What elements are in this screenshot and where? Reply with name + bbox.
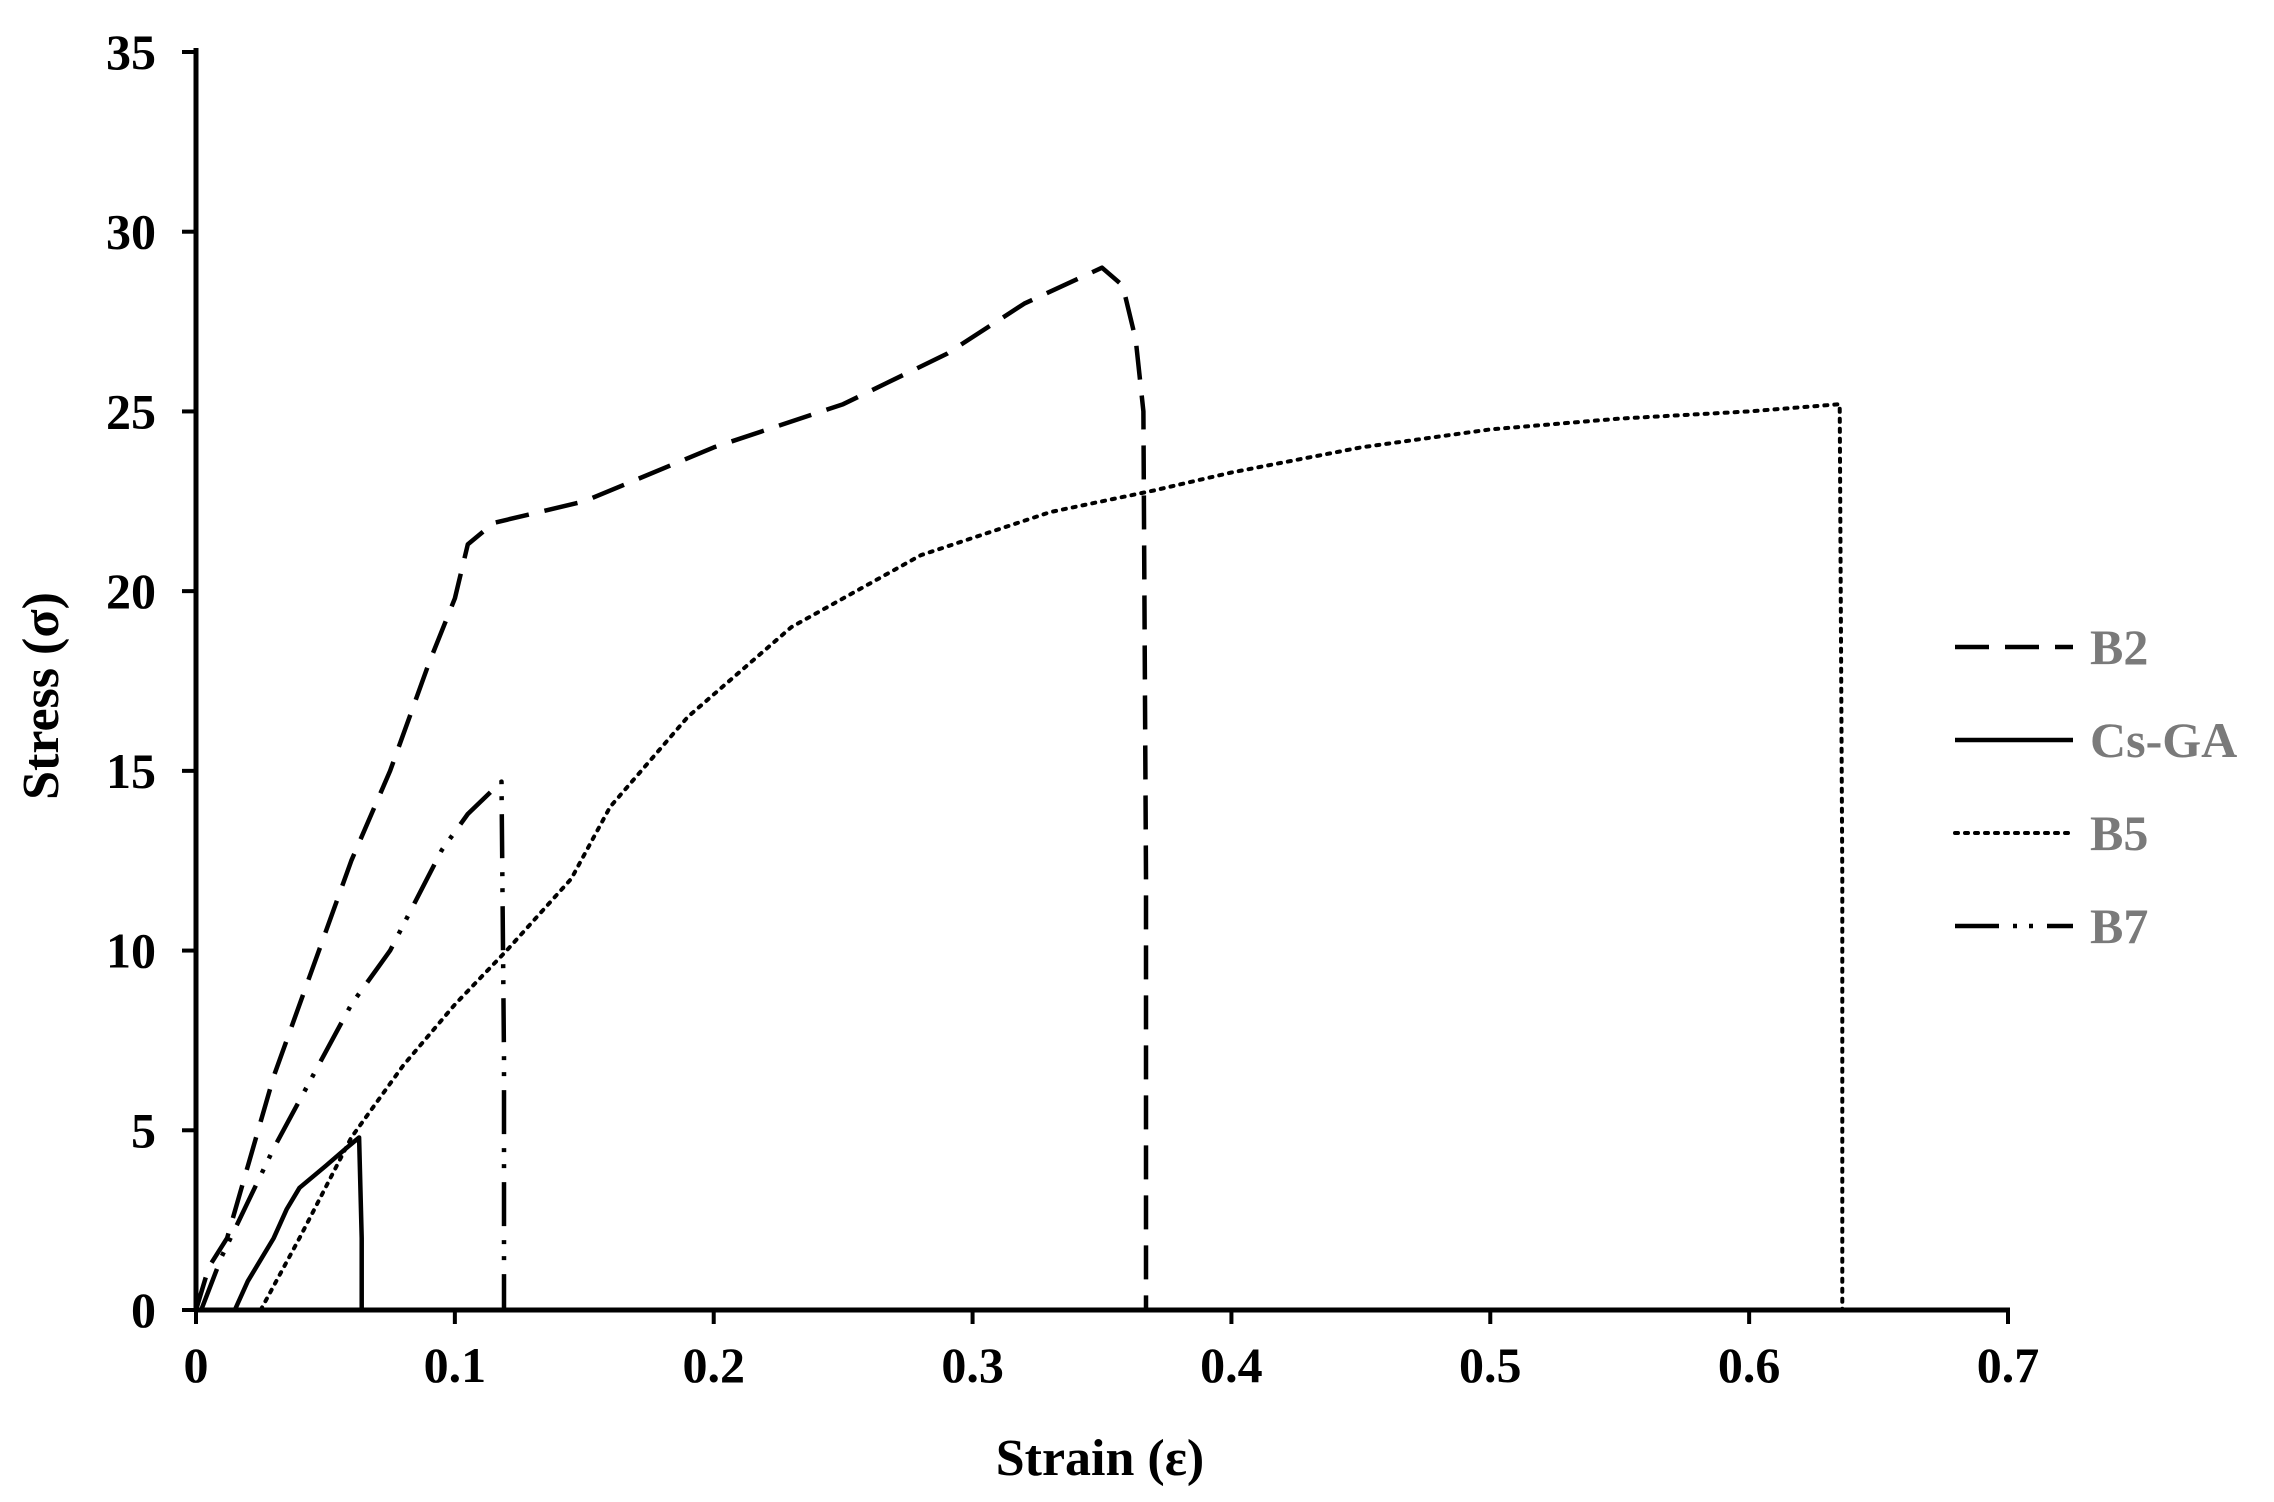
tick-labels: 0 5 10 15 20 25 30 35 0 0.1 0.2 0.3 0.4 0.5 0.6 0.7 (106, 24, 2039, 1393)
legend-label: B7 (2090, 898, 2148, 954)
x-tick-label: 0 (184, 1337, 209, 1393)
series-line-b2 (193, 265, 1149, 1311)
y-axis-title: Stress (σ) (13, 592, 70, 800)
legend-label: B5 (2090, 805, 2148, 861)
x-tick-label: 0.4 (1200, 1337, 1263, 1393)
legend-item-cs-ga: Cs-GA (1955, 712, 2237, 768)
series-line-cs-ga (232, 1135, 364, 1311)
x-tick-label: 0.1 (424, 1337, 487, 1393)
y-tick-label: 25 (106, 383, 156, 439)
series-line-b7 (199, 779, 507, 1311)
x-tick-label: 0.5 (1459, 1337, 1522, 1393)
legend-item-b7: B7 (1955, 898, 2148, 954)
y-tick-label: 30 (106, 204, 156, 260)
x-tick-label: 0.3 (941, 1337, 1004, 1393)
x-tick-label: 0.6 (1718, 1337, 1781, 1393)
y-tick-label: 20 (106, 563, 156, 619)
y-tick-label: 35 (106, 24, 156, 80)
plot-area (193, 265, 1845, 1312)
x-tick-label: 0.2 (682, 1337, 745, 1393)
y-tick-label: 5 (131, 1102, 156, 1158)
y-tick-label: 0 (131, 1282, 156, 1338)
axes (182, 48, 2010, 1324)
y-tick-label: 15 (106, 743, 156, 799)
legend-label: B2 (2090, 619, 2148, 675)
legend-item-b5: B5 (1953, 805, 2148, 861)
legend-item-b2: B2 (1955, 619, 2148, 675)
x-tick-label: 0.7 (1977, 1337, 2040, 1393)
y-tick-label: 10 (106, 923, 156, 979)
x-axis-title: Strain (ε) (996, 1430, 1205, 1487)
legend-label: Cs-GA (2090, 712, 2237, 768)
legend: B2 Cs-GA B5 B7 (1953, 619, 2237, 954)
series-line-b5 (258, 402, 1845, 1312)
